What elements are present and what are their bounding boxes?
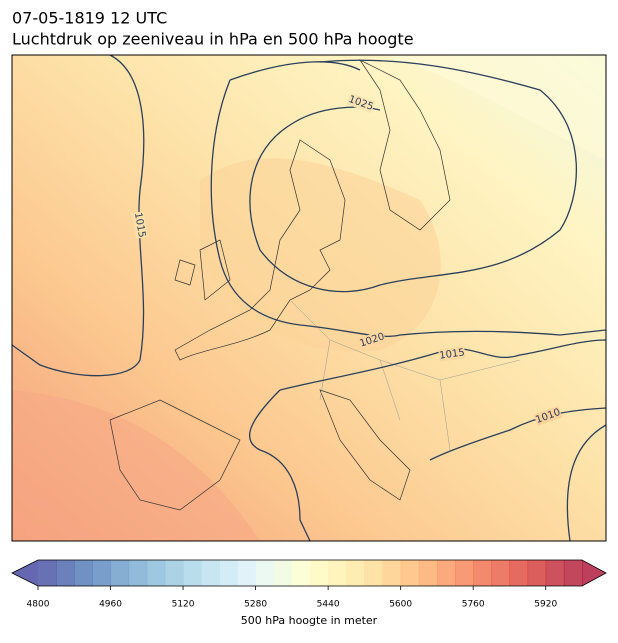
colorbar-segment: [219, 560, 238, 586]
colorbar-tick-label: 5120: [172, 600, 195, 610]
isobar: [249, 59, 577, 293]
colorbar-segment: [473, 560, 492, 586]
colorbar-segment: [56, 560, 75, 586]
label-bg: [438, 346, 466, 362]
colorbar-segment: [92, 560, 112, 586]
colorbar-tick-label: 5760: [462, 600, 485, 610]
colorbar-segment: [563, 560, 583, 586]
colorbar-segment: [146, 560, 166, 586]
colorbar-extend-low: [12, 560, 38, 586]
colorbar-segment: [255, 560, 275, 586]
isobar: [210, 61, 606, 338]
colorbar-tick-label: 5600: [389, 600, 412, 610]
colorbar-tick-label: 5920: [534, 600, 557, 610]
height-band: [200, 158, 441, 352]
colorbar-segment: [183, 560, 202, 586]
isobar: [12, 55, 145, 377]
colorbar-segment: [164, 560, 184, 586]
colorbar-segment: [201, 560, 220, 586]
colorbar-tick-label: 4800: [27, 600, 50, 610]
isobar: [429, 407, 606, 461]
colorbar-segment: [455, 560, 474, 586]
colorbar-segment: [400, 560, 420, 586]
coastline: [358, 59, 451, 231]
height-band: [12, 390, 260, 541]
border: [289, 299, 521, 451]
colorbar-segment: [110, 560, 130, 586]
colorbar-segment: [418, 560, 438, 586]
label-bg: [346, 92, 376, 114]
coastline: [319, 389, 411, 501]
colorbar-segment: [545, 560, 565, 586]
label-bg: [131, 211, 149, 239]
coastline: [174, 239, 231, 301]
colorbar-segment: [328, 560, 347, 586]
colorbar-segment: [128, 560, 148, 586]
colorbar-tick-label: 4960: [99, 600, 122, 610]
colorbar-segment: [273, 560, 293, 586]
colorbar-segment: [346, 560, 365, 586]
colorbar-segment: [38, 560, 57, 586]
label-bg: [357, 330, 387, 350]
coastline: [109, 399, 241, 511]
isobar-label: 1015: [132, 212, 147, 239]
colorbar-segment: [310, 560, 329, 586]
title-time: 07-05-1819 12 UTC: [12, 9, 167, 28]
coastline: [174, 139, 346, 361]
isobar-label: 1015: [439, 347, 466, 361]
label-bg: [533, 405, 563, 427]
colorbar-segment: [527, 560, 547, 586]
height-band: [380, 55, 606, 160]
colorbar-segment: [237, 560, 257, 586]
colorbar-segment: [509, 560, 529, 586]
isobar: [566, 424, 606, 541]
colorbar-segment: [364, 560, 384, 586]
colorbar-segment: [382, 560, 402, 586]
colorbar-label: 500 hPa hoogte in meter: [241, 614, 378, 627]
colorbar-segment: [491, 560, 510, 586]
colorbar-segment: [291, 560, 311, 586]
isobar: [249, 339, 606, 541]
colorbar-tick-label: 5280: [244, 600, 267, 610]
map-frame: [11, 54, 607, 542]
colorbar-extend-high: [582, 560, 606, 586]
colorbar: 4800 4960 5120 5280 5440 5600 5760 5920: [11, 559, 607, 610]
map: 1025 1020 1015 1010 1015: [12, 55, 606, 541]
colorbar-segment: [74, 560, 93, 586]
colorbar-tick-label: 5440: [317, 600, 340, 610]
title-description: Luchtdruk op zeeniveau in hPa en 500 hPa…: [12, 30, 414, 49]
colorbar-segment: [436, 560, 456, 586]
